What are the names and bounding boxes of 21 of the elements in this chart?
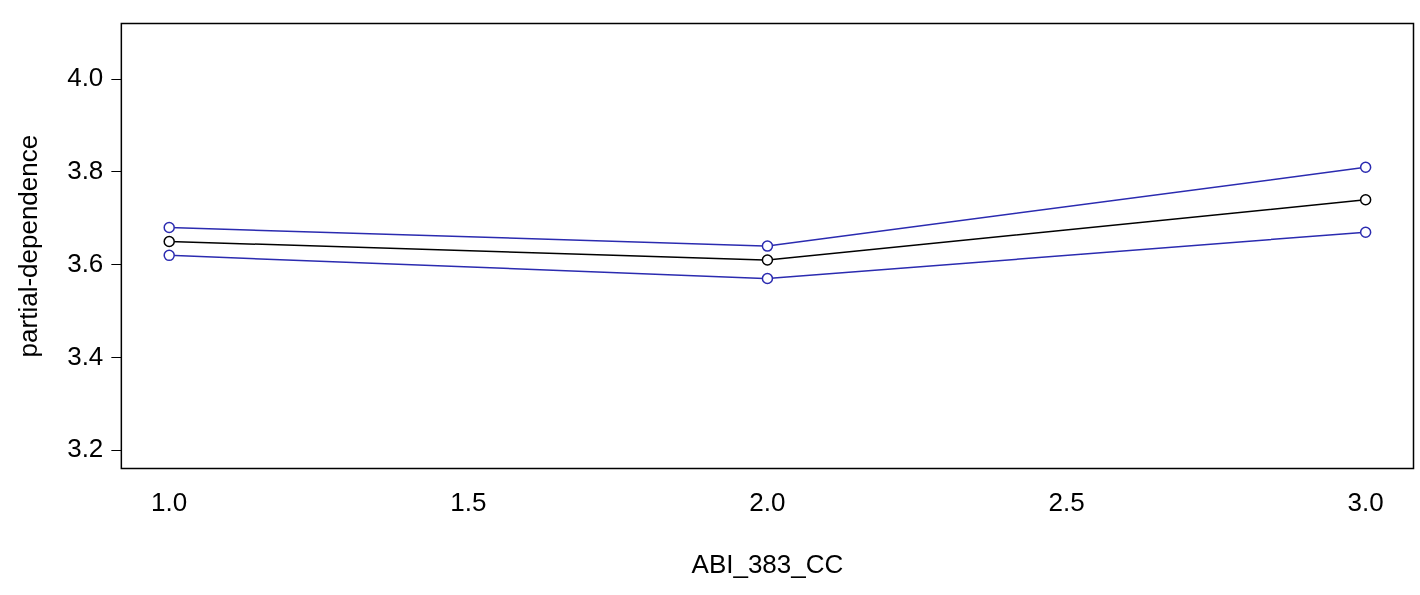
y-axis-title: partial-dependence (12, 134, 43, 358)
point (1359, 226, 1372, 238)
y-tick-label: 3.8 (67, 155, 104, 186)
point (163, 235, 175, 248)
x-tick-label: 2.5 (1048, 487, 1085, 518)
point (1359, 161, 1372, 174)
point (163, 249, 175, 262)
y-tick-label: 3.6 (67, 247, 104, 278)
point (761, 240, 774, 252)
point (1359, 194, 1372, 206)
x-axis-title: ABI_383_CC (691, 548, 844, 579)
x-tick-label: 3.0 (1347, 487, 1384, 518)
y-tick-label: 3.4 (67, 340, 104, 371)
x-tick-label: 1.0 (151, 487, 188, 518)
y-tick-label: 3.2 (67, 433, 104, 464)
x-tick-label: 1.5 (450, 487, 487, 518)
point (761, 272, 774, 285)
point (761, 254, 774, 266)
y-tick-label: 4.0 (67, 62, 104, 93)
point (163, 221, 175, 234)
x-tick-label: 2.0 (749, 487, 786, 518)
